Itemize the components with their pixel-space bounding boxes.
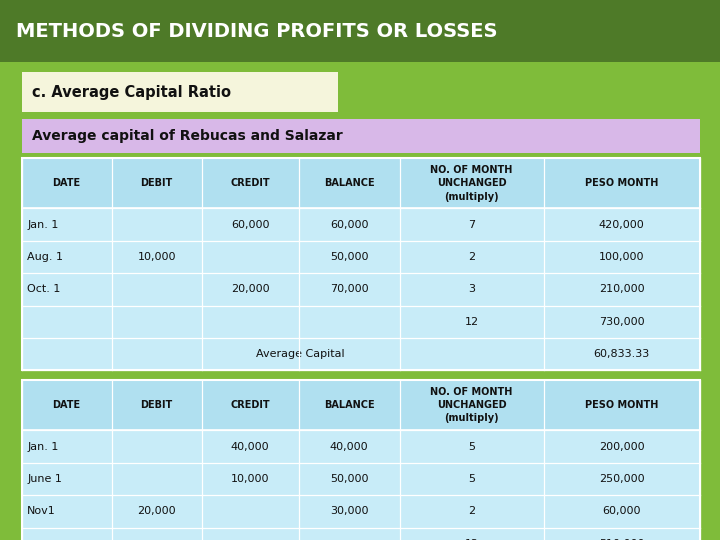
Text: NO. OF MONTH
UNCHANGED
(multiply): NO. OF MONTH UNCHANGED (multiply) (431, 387, 513, 423)
Text: 60,000: 60,000 (603, 507, 641, 516)
Text: 210,000: 210,000 (599, 285, 644, 294)
Text: 20,000: 20,000 (231, 285, 269, 294)
Text: NO. OF MONTH
UNCHANGED
(multiply): NO. OF MONTH UNCHANGED (multiply) (431, 165, 513, 201)
Text: 60,833.33: 60,833.33 (593, 349, 650, 359)
Text: Average Capital: Average Capital (256, 349, 345, 359)
Text: CREDIT: CREDIT (230, 178, 270, 188)
Text: Oct. 1: Oct. 1 (27, 285, 60, 294)
Text: Nov1: Nov1 (27, 507, 56, 516)
Text: PESO MONTH: PESO MONTH (585, 178, 658, 188)
Text: c. Average Capital Ratio: c. Average Capital Ratio (32, 85, 231, 99)
Text: 2: 2 (468, 507, 475, 516)
Text: 50,000: 50,000 (330, 474, 369, 484)
Text: 12: 12 (464, 317, 479, 327)
Text: BALANCE: BALANCE (324, 400, 374, 410)
Text: 7: 7 (468, 220, 475, 229)
Text: PESO MONTH: PESO MONTH (585, 400, 658, 410)
FancyBboxPatch shape (22, 158, 700, 208)
Text: DATE: DATE (53, 178, 81, 188)
Text: CREDIT: CREDIT (230, 400, 270, 410)
Text: 10,000: 10,000 (231, 474, 269, 484)
Text: 2: 2 (468, 252, 475, 262)
Text: Jan. 1: Jan. 1 (27, 442, 59, 451)
Text: 12: 12 (464, 539, 479, 540)
Text: 100,000: 100,000 (599, 252, 644, 262)
Text: 250,000: 250,000 (599, 474, 644, 484)
Text: Aug. 1: Aug. 1 (27, 252, 63, 262)
Text: June 1: June 1 (27, 474, 62, 484)
Text: 5: 5 (468, 442, 475, 451)
Text: DEBIT: DEBIT (140, 400, 173, 410)
Text: 200,000: 200,000 (599, 442, 644, 451)
Text: METHODS OF DIVIDING PROFITS OR LOSSES: METHODS OF DIVIDING PROFITS OR LOSSES (16, 22, 498, 40)
Text: 50,000: 50,000 (330, 252, 369, 262)
Text: 10,000: 10,000 (138, 252, 176, 262)
Text: 420,000: 420,000 (599, 220, 644, 229)
Text: 510,000: 510,000 (599, 539, 644, 540)
Text: 60,000: 60,000 (330, 220, 369, 229)
Text: 40,000: 40,000 (231, 442, 269, 451)
Text: 3: 3 (468, 285, 475, 294)
Text: 60,000: 60,000 (231, 220, 269, 229)
Text: 5: 5 (468, 474, 475, 484)
Text: 730,000: 730,000 (599, 317, 644, 327)
FancyBboxPatch shape (0, 0, 720, 62)
Text: DEBIT: DEBIT (140, 178, 173, 188)
FancyBboxPatch shape (22, 380, 700, 540)
Text: DATE: DATE (53, 400, 81, 410)
FancyBboxPatch shape (22, 380, 700, 430)
Text: BALANCE: BALANCE (324, 178, 374, 188)
FancyBboxPatch shape (22, 119, 700, 153)
Text: Average capital of Rebucas and Salazar: Average capital of Rebucas and Salazar (32, 129, 343, 143)
Text: 20,000: 20,000 (138, 507, 176, 516)
FancyBboxPatch shape (22, 72, 338, 112)
Text: 70,000: 70,000 (330, 285, 369, 294)
Text: 30,000: 30,000 (330, 507, 369, 516)
FancyBboxPatch shape (22, 158, 700, 370)
Text: 40,000: 40,000 (330, 442, 369, 451)
Text: Jan. 1: Jan. 1 (27, 220, 59, 229)
